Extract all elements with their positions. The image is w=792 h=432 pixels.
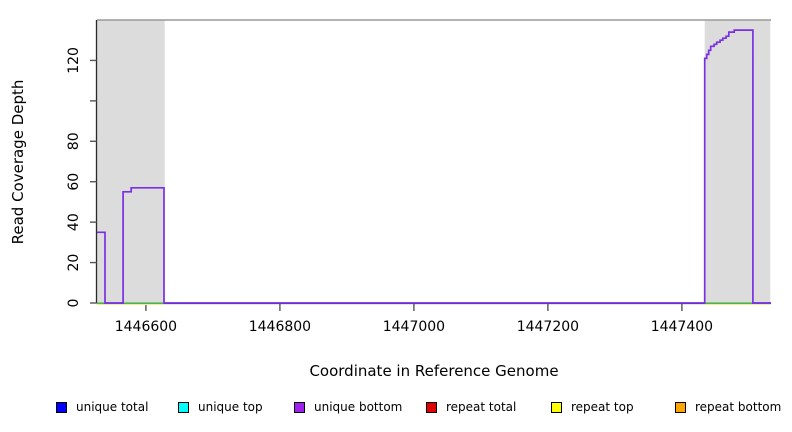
- x-axis-title: Coordinate in Reference Genome: [309, 362, 559, 380]
- y-tick-label: 80: [66, 132, 82, 150]
- x-tick-label: 1447400: [651, 319, 713, 335]
- x-tick-label: 1447000: [383, 319, 445, 335]
- y-tick-label: 60: [66, 173, 82, 191]
- repeat-region-right: [704, 20, 771, 303]
- y-axis-title: Read Coverage Depth: [9, 79, 27, 245]
- y-tick-label: 120: [66, 47, 82, 74]
- repeat-region-left: [97, 20, 165, 303]
- y-tick-label: 20: [66, 254, 82, 272]
- y-tick-label: 40: [66, 213, 82, 231]
- x-tick-label: 1446800: [249, 319, 311, 335]
- x-tick-label: 1446600: [115, 319, 177, 335]
- coverage-line: [97, 29, 771, 304]
- y-tick-label: 0: [66, 299, 82, 308]
- x-tick-label: 1447200: [517, 319, 579, 335]
